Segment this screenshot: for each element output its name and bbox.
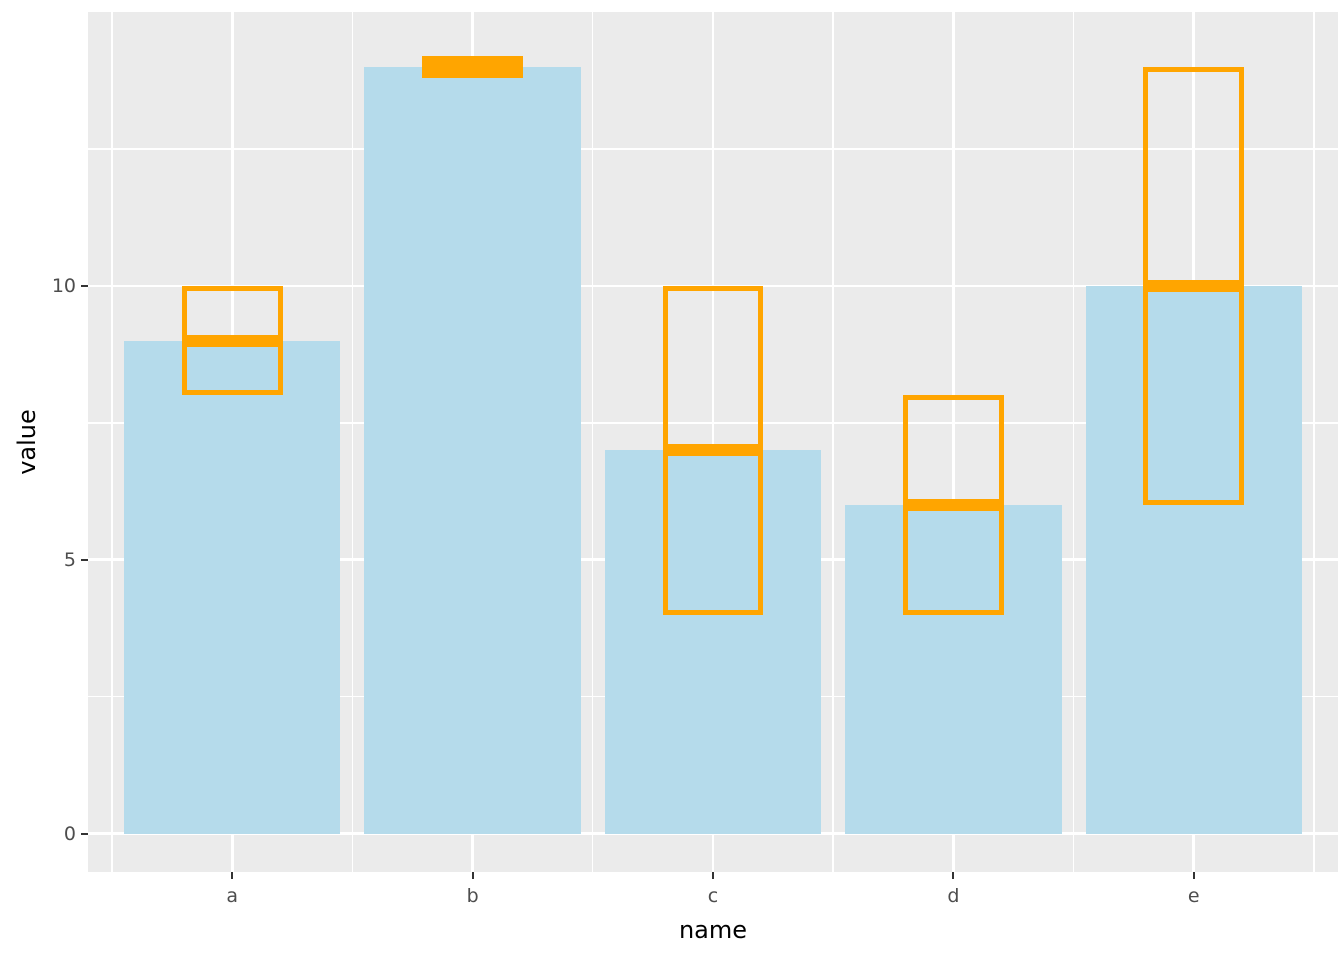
x-tick-mark [1192, 872, 1195, 879]
x-tick-mark [711, 872, 715, 879]
crossbar-midline [181, 334, 283, 347]
x-tick-label: d [947, 885, 960, 907]
x-tick-mark [231, 872, 234, 879]
grid-major-v [952, 12, 955, 872]
bar [845, 504, 1062, 834]
x-tick-mark [952, 872, 955, 879]
x-tick-label: e [1187, 885, 1200, 907]
crossbar-midline [422, 55, 524, 78]
x-tick-label: a [226, 885, 239, 907]
crossbar-midline [1143, 279, 1245, 292]
grid-major-v [711, 12, 715, 872]
grid-minor-v [351, 12, 354, 872]
crossbar-midline [902, 498, 1004, 511]
y-tick-label: 0 [63, 822, 76, 845]
bar [124, 340, 341, 834]
y-tick-mark [81, 558, 88, 561]
y-tick-mark [81, 832, 88, 835]
grid-minor-v [832, 12, 834, 872]
x-tick-label: c [707, 885, 719, 907]
x-tick-label: b [466, 885, 479, 907]
grid-minor-v [1313, 12, 1315, 872]
x-tick-mark [471, 872, 474, 879]
plot-panel [88, 12, 1338, 872]
bar [364, 66, 581, 834]
y-axis-title: value [13, 409, 41, 475]
x-axis-title: name [678, 916, 748, 944]
y-tick-label: 10 [51, 274, 76, 297]
grid-minor-v [1072, 12, 1075, 872]
bar [1085, 285, 1302, 834]
grid-minor-v [592, 12, 594, 872]
grid-minor-v [111, 12, 113, 872]
bar [604, 450, 822, 834]
y-tick-mark [81, 284, 88, 287]
crossbar-midline [662, 444, 764, 457]
y-tick-label: 5 [63, 548, 76, 571]
